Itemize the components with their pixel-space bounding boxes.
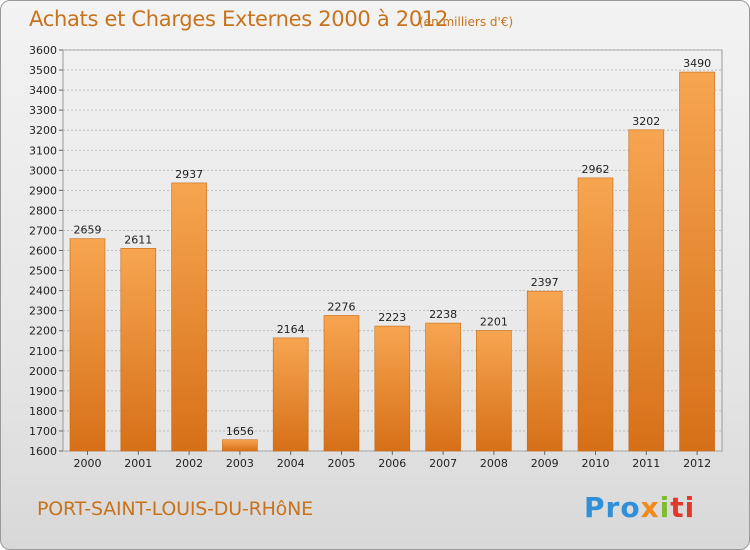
- y-axis-ticks: 1600 1700 1800 1900 2000 2100 2200 2300 2400 2500…: [29, 44, 63, 458]
- logo-part-1: Pro: [584, 491, 641, 524]
- x-tick-label-2000: 2000: [74, 457, 102, 470]
- x-tick-label-2009: 2009: [531, 457, 559, 470]
- y-tick-label: 2400: [29, 285, 57, 298]
- y-tick-label: 2900: [29, 184, 57, 197]
- y-tick-label: 2600: [29, 245, 57, 258]
- y-tick-label: 3300: [29, 104, 57, 117]
- data-label-2005: 2276: [328, 300, 356, 313]
- bar-2009: [526, 290, 563, 452]
- y-tick-label: 2200: [29, 325, 57, 338]
- x-tick-label-2003: 2003: [226, 457, 254, 470]
- bar-2002: [171, 182, 207, 452]
- x-axis-ticks: 2000 2001 2002 2003 2004 2005 2006 2007 2008 2009…: [74, 451, 711, 470]
- bar-2004: [272, 337, 309, 452]
- bar-2000: [69, 238, 106, 452]
- y-tick-label: 2300: [29, 305, 57, 318]
- data-label-2001: 2611: [124, 233, 152, 246]
- bars: 2659 2611 2937 1656 2164 2276 2223 2238 2201 2397…: [69, 57, 715, 452]
- x-tick-label-2012: 2012: [683, 457, 711, 470]
- data-label-2002: 2937: [175, 168, 203, 181]
- data-label-2011: 3202: [632, 115, 660, 128]
- x-tick-label-2008: 2008: [480, 457, 508, 470]
- bar-2008: [476, 330, 512, 452]
- data-label-2012: 3490: [683, 57, 711, 70]
- x-tick-label-2002: 2002: [175, 457, 203, 470]
- town-name: PORT-SAINT-LOUIS-DU-RHôNE: [37, 498, 313, 520]
- y-tick-label: 2700: [29, 224, 57, 237]
- x-tick-label-2010: 2010: [582, 457, 610, 470]
- bar-2012: [679, 71, 715, 452]
- bar-2003: [222, 439, 258, 452]
- data-label-2004: 2164: [277, 323, 305, 336]
- y-tick-label: 1800: [29, 405, 57, 418]
- bar-2010: [577, 177, 614, 452]
- logo-part-3: i: [659, 491, 671, 524]
- x-tick-label-2007: 2007: [429, 457, 457, 470]
- data-label-2006: 2223: [378, 311, 406, 324]
- x-tick-label-2001: 2001: [124, 457, 152, 470]
- y-tick-label: 3500: [29, 64, 57, 77]
- y-tick-label: 2500: [29, 265, 57, 278]
- y-tick-label: 1700: [29, 425, 57, 438]
- x-tick-label-2005: 2005: [328, 457, 356, 470]
- y-tick-label: 1600: [29, 445, 57, 458]
- data-label-2003: 1656: [226, 425, 254, 438]
- y-tick-label: 2800: [29, 204, 57, 217]
- logo-part-2: x: [640, 491, 660, 524]
- bar-2005: [323, 315, 360, 452]
- bar-2007: [425, 322, 461, 452]
- data-label-2010: 2962: [582, 163, 610, 176]
- y-tick-label: 2000: [29, 365, 57, 378]
- x-tick-label-2006: 2006: [378, 457, 406, 470]
- bar-2006: [374, 325, 411, 452]
- proxiti-logo[interactable]: Proxiti: [584, 491, 695, 524]
- data-label-2009: 2397: [531, 276, 559, 289]
- x-tick-label-2004: 2004: [277, 457, 305, 470]
- bar-2011: [628, 129, 665, 452]
- y-tick-label: 3600: [29, 44, 57, 57]
- chart-title: Achats et Charges Externes 2000 à 2012: [29, 7, 449, 31]
- y-tick-label: 2100: [29, 345, 57, 358]
- y-tick-label: 3200: [29, 124, 57, 137]
- data-label-2000: 2659: [74, 224, 102, 237]
- y-tick-label: 3100: [29, 144, 57, 157]
- data-label-2007: 2238: [429, 308, 457, 321]
- logo-part-4: ti: [670, 491, 696, 524]
- y-tick-label: 1900: [29, 385, 57, 398]
- bar-2001: [120, 247, 157, 452]
- y-tick-label: 3000: [29, 164, 57, 177]
- chart-unit: (en milliers d'€): [419, 15, 514, 29]
- x-tick-label-2011: 2011: [632, 457, 660, 470]
- y-tick-label: 3400: [29, 84, 57, 97]
- data-label-2008: 2201: [480, 315, 508, 328]
